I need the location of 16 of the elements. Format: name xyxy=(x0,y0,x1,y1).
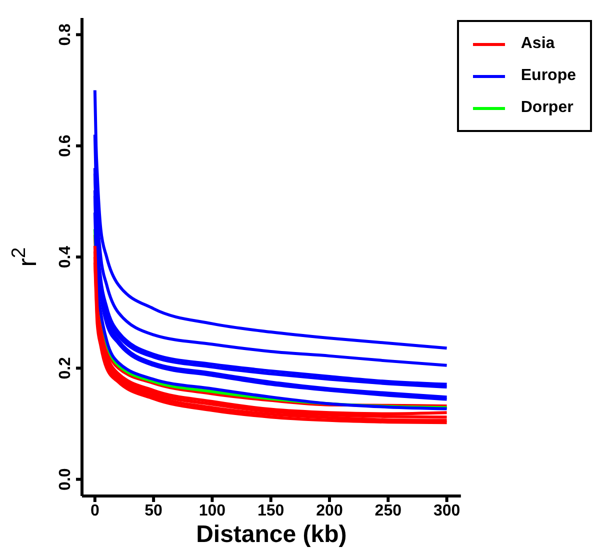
y-tick-label: 0.4 xyxy=(57,246,74,268)
x-tick-label: 150 xyxy=(258,502,284,520)
x-tick-label: 300 xyxy=(433,502,460,520)
legend-label: Dorper xyxy=(520,99,574,117)
y-tick-label: 0.8 xyxy=(57,23,74,46)
x-axis-title: Distance (kb) xyxy=(196,521,347,548)
x-tick-label: 0 xyxy=(90,502,100,520)
legend-label: Asia xyxy=(520,35,555,53)
y-tick-label: 0.0 xyxy=(57,468,74,490)
y-tick-label: 0.6 xyxy=(57,134,74,157)
y-tick-label: 0.2 xyxy=(57,356,74,380)
x-tick-label: 200 xyxy=(316,502,343,520)
legend-label: Europe xyxy=(520,67,576,85)
x-tick-label: 250 xyxy=(374,502,402,520)
x-tick-label: 50 xyxy=(144,502,163,520)
x-tick-label: 100 xyxy=(198,502,226,520)
